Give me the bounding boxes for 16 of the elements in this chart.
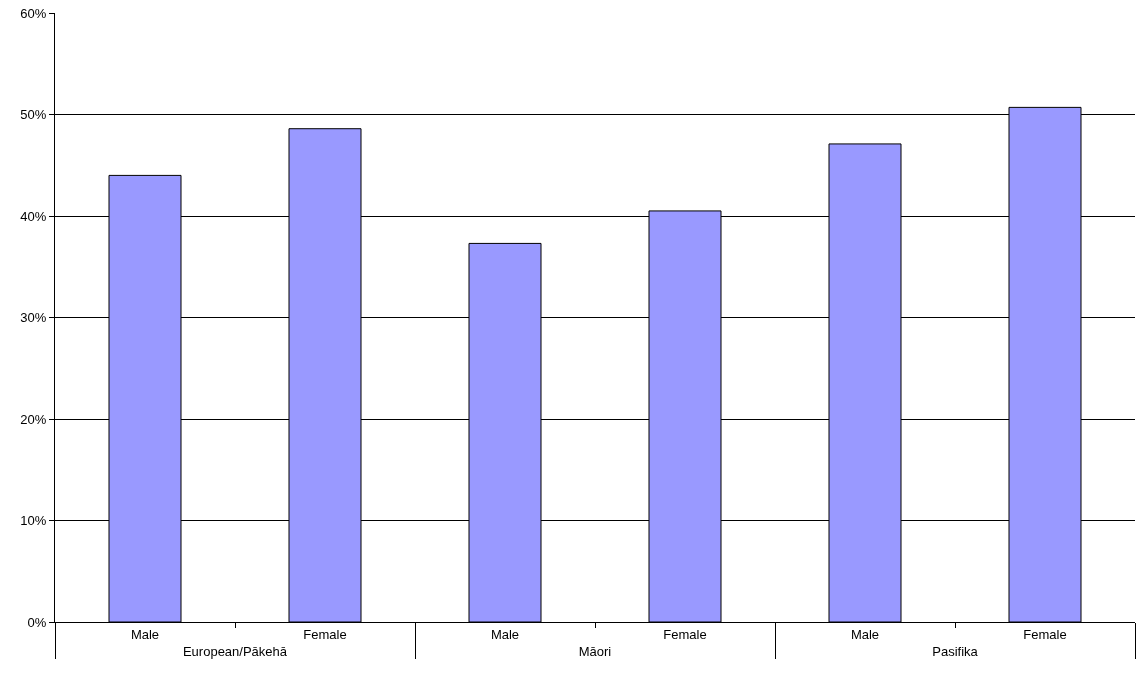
y-tick-label: 0% (27, 614, 47, 630)
x-tick-label: Male (490, 626, 520, 642)
x-tick-label: Male (850, 626, 880, 642)
x-tick-label: Female (303, 626, 347, 642)
x-tick-label: Female (1023, 626, 1067, 642)
y-tick-label: 40% (20, 208, 47, 224)
x-tick-label: Male (130, 626, 160, 642)
text: Māori (578, 643, 612, 659)
y-tick-label: 60% (20, 5, 47, 21)
y-tick-label: 20% (20, 411, 47, 427)
text: European/Pākehā (182, 643, 288, 659)
text: Pasifika (932, 643, 979, 659)
x-tick-label: Female (663, 626, 707, 642)
y-tick-label: 30% (20, 310, 47, 326)
y-tick-label: 10% (20, 513, 47, 529)
y-tick-label: 50% (20, 107, 47, 123)
